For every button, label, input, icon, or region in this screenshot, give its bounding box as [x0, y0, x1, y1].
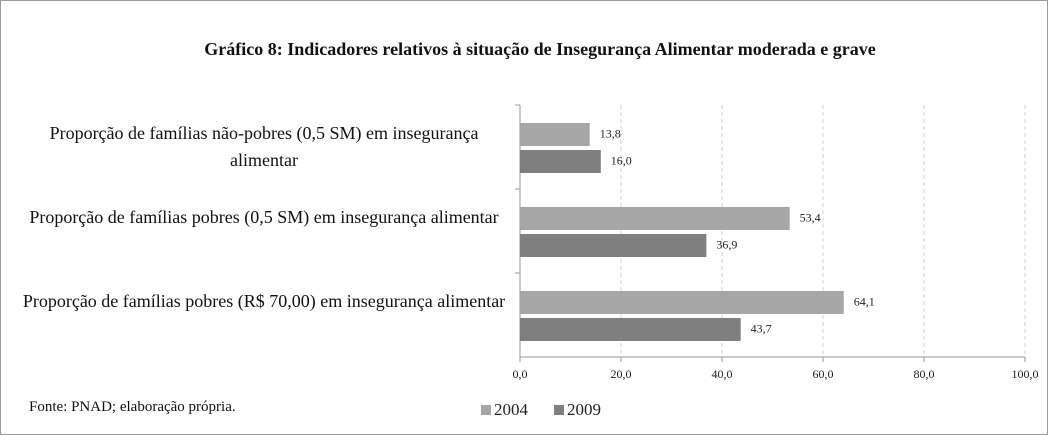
value-label: 13,8 — [600, 126, 621, 140]
value-label: 36,9 — [716, 237, 737, 251]
bar — [520, 150, 601, 173]
chart-title: Gráfico 8: Indicadores relativos à situa… — [204, 39, 876, 59]
category-label: Proporção de famílias não-pobres (0,5 SM… — [49, 123, 479, 170]
x-tick-label: 40,0 — [712, 367, 733, 381]
x-tick-label: 20,0 — [611, 367, 632, 381]
category-label: Proporção de famílias pobres (0,5 SM) em… — [29, 207, 499, 227]
x-tick-label: 80,0 — [914, 367, 935, 381]
x-tick-label: 0,0 — [513, 367, 528, 381]
legend-label: 2004 — [494, 400, 529, 419]
legend-swatch — [554, 405, 564, 415]
source-note: Fonte: PNAD; elaboração própria. — [29, 399, 236, 415]
x-tick-label: 60,0 — [813, 367, 834, 381]
bar — [520, 123, 590, 146]
bar — [520, 318, 741, 341]
bar — [520, 291, 844, 314]
value-label: 16,0 — [611, 153, 632, 167]
legend-label: 2009 — [567, 400, 601, 419]
legend-swatch — [481, 405, 491, 415]
value-label: 53,4 — [800, 210, 821, 224]
category-label: Proporção de famílias pobres (R$ 70,00) … — [22, 291, 506, 311]
value-label: 64,1 — [854, 294, 875, 308]
x-tick-label: 100,0 — [1012, 367, 1039, 381]
value-label: 43,7 — [751, 321, 772, 335]
bar — [520, 207, 790, 230]
bar — [520, 234, 707, 257]
